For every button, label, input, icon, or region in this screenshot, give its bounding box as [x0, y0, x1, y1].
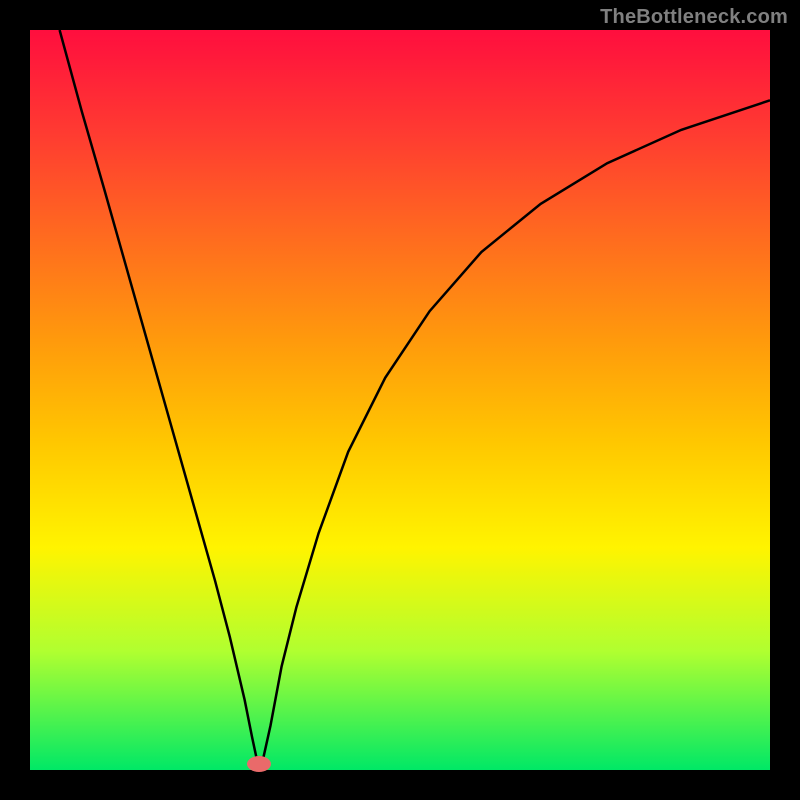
chart-plot-area: [30, 30, 770, 770]
minimum-marker: [247, 756, 271, 772]
watermark-text: TheBottleneck.com: [600, 6, 788, 29]
bottleneck-curve: [30, 30, 770, 770]
